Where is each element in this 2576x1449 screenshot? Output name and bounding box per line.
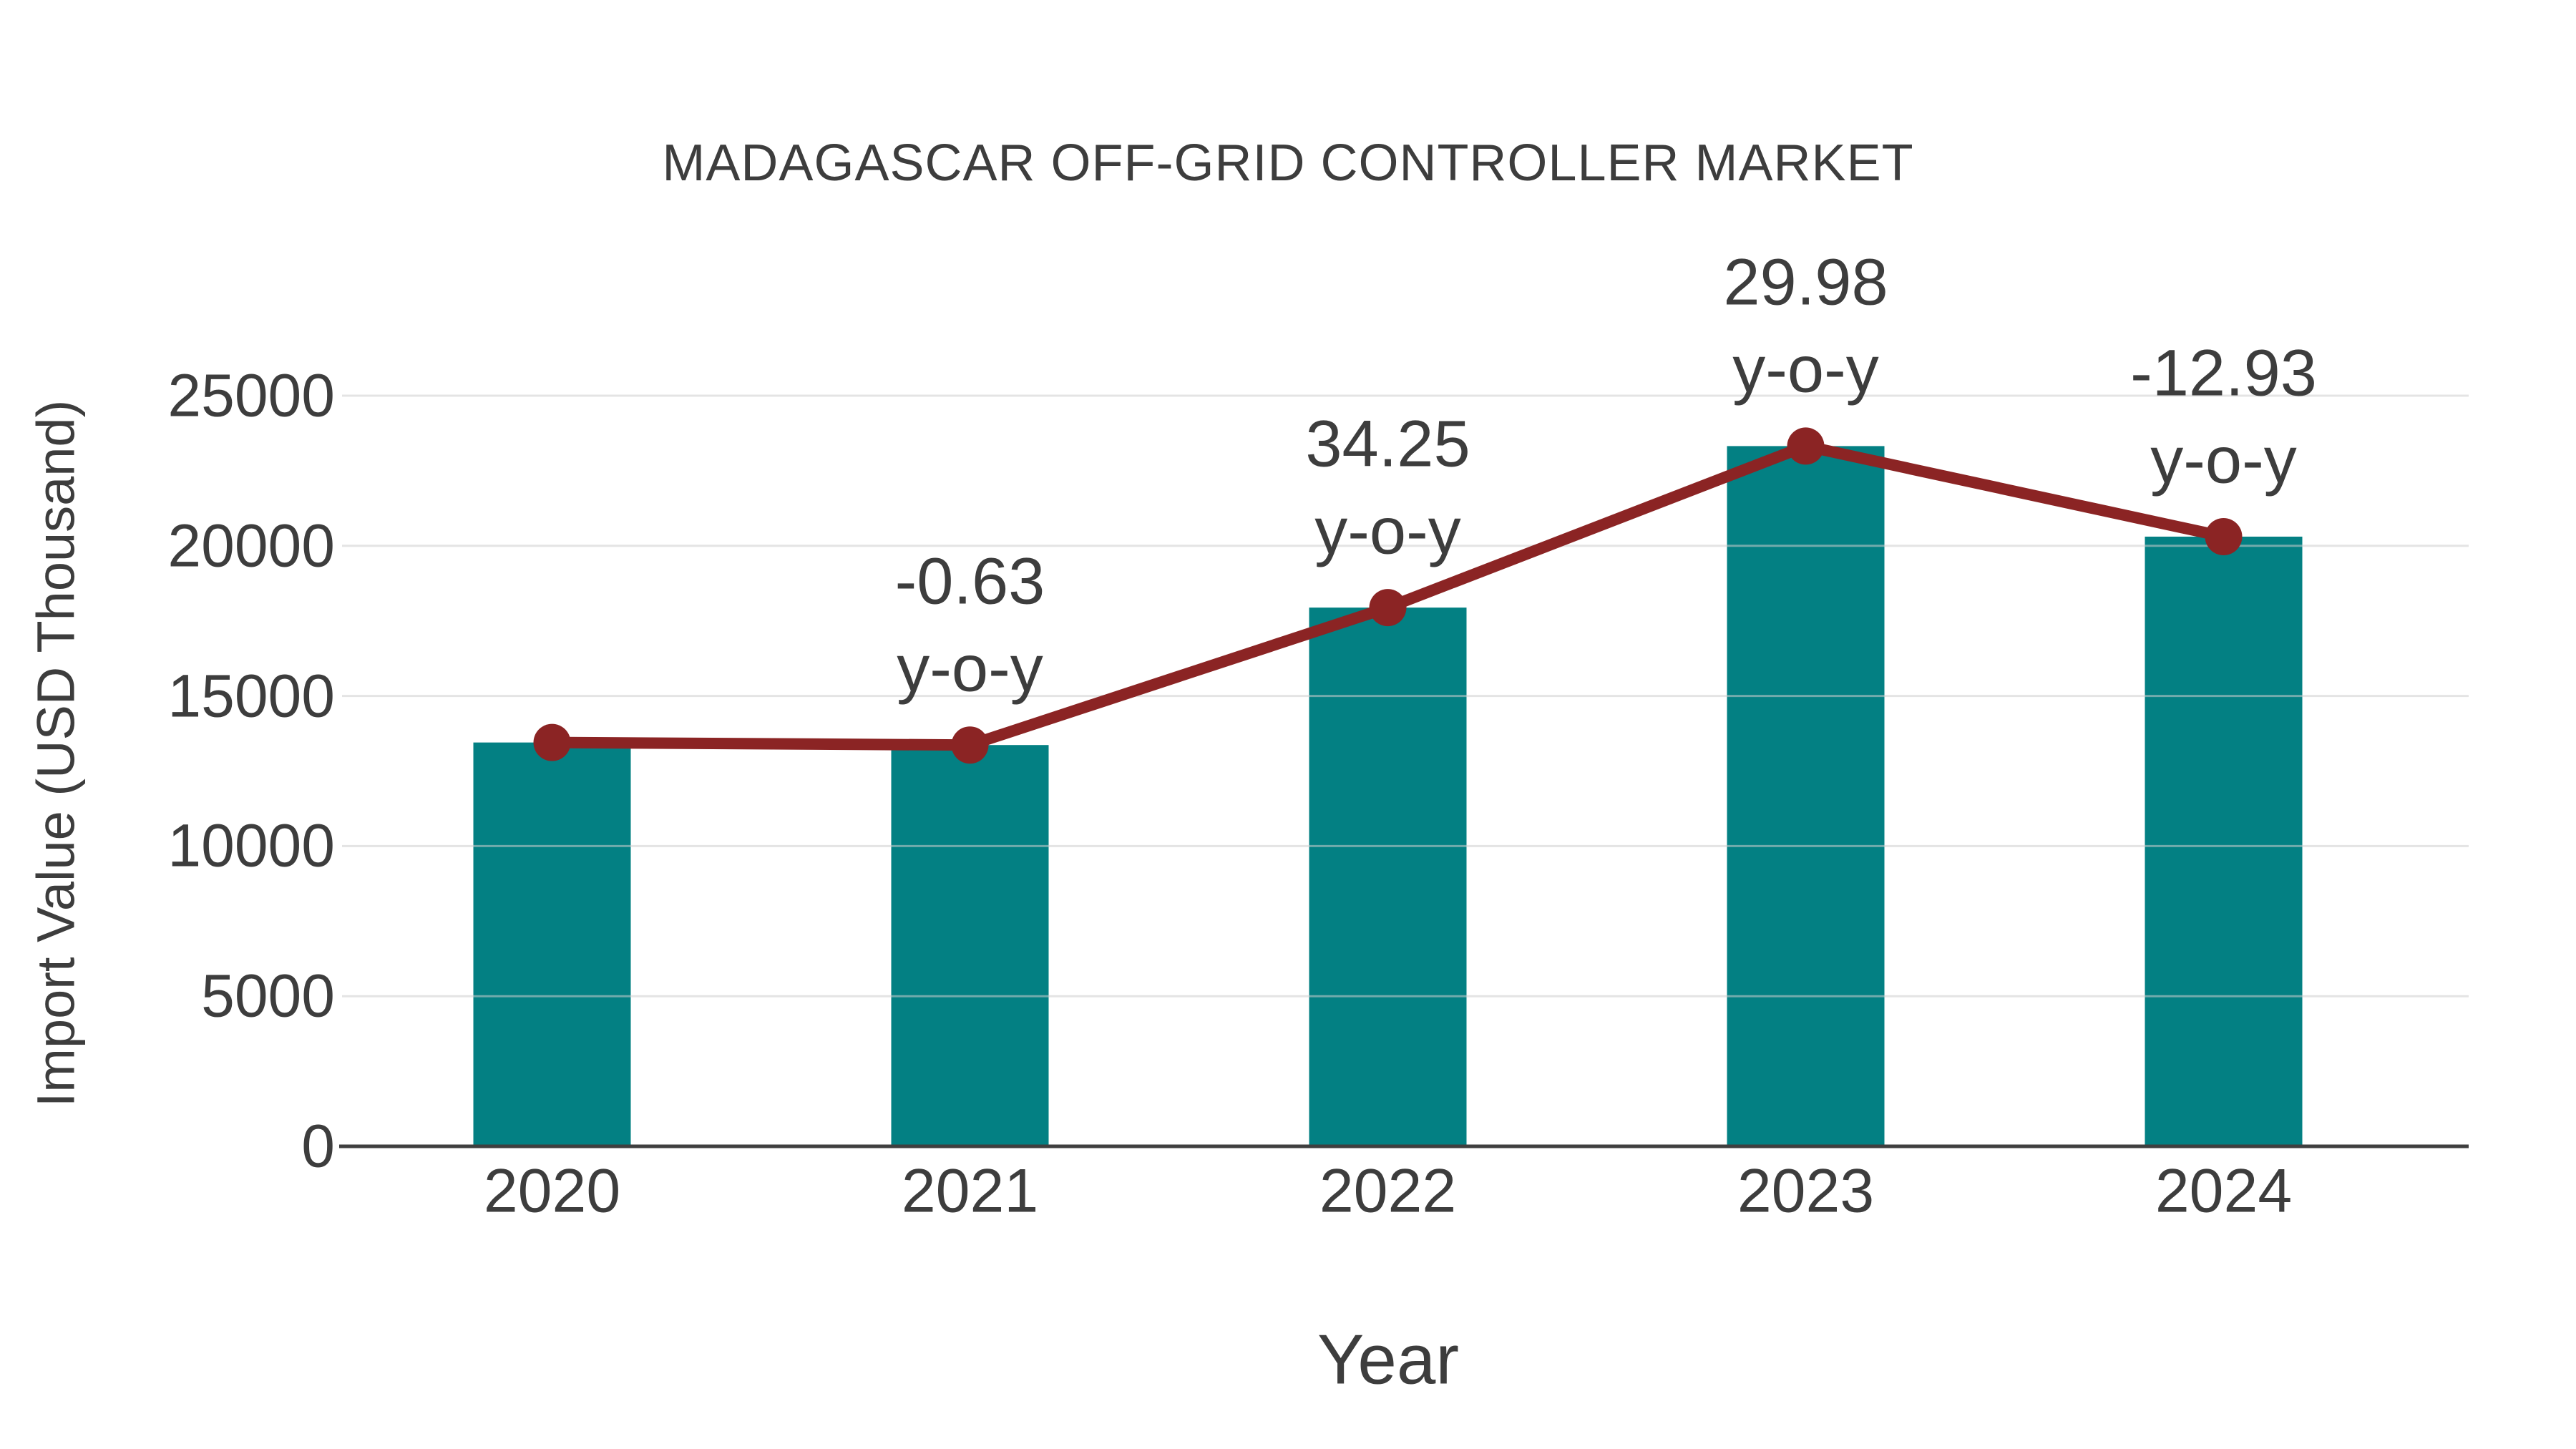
x-tick-label-2022: 2022: [1319, 1156, 1457, 1226]
bar-2020: [473, 742, 631, 1148]
annotation-value-2022: 34.25: [1305, 407, 1470, 481]
trend-marker-2023: [1787, 427, 1825, 465]
bars-layer: [473, 446, 2303, 1148]
y-tick-label-0: 0: [301, 1112, 335, 1180]
x-tick-label-2020: 2020: [483, 1156, 621, 1226]
bar-2022: [1309, 608, 1467, 1148]
annotation-value-2023: 29.98: [1723, 245, 1888, 319]
trend-marker-2022: [1369, 589, 1407, 627]
chart-title: MADAGASCAR OFF-GRID CONTROLLER MARKET: [662, 135, 1914, 192]
annotation-value-2021: -0.63: [894, 545, 1045, 618]
annotation-suffix-2022: y-o-y: [1314, 494, 1461, 568]
annotation-suffix-2024: y-o-y: [2150, 424, 2297, 497]
x-tick-label-2021: 2021: [901, 1156, 1039, 1226]
x-tick-label-2024: 2024: [2155, 1156, 2293, 1226]
trend-marker-2021: [951, 726, 989, 764]
y-tick-label-10000: 10000: [167, 811, 335, 879]
annotation-value-2024: -12.93: [2130, 336, 2317, 410]
y-tick-label-15000: 15000: [167, 662, 335, 730]
y-axis-title: Import Value (USD Thousand): [26, 399, 86, 1108]
bar-2023: [1727, 446, 1885, 1148]
bar-2021: [891, 745, 1049, 1148]
grid-layer: [342, 394, 2469, 997]
annotation-suffix-2021: y-o-y: [897, 632, 1043, 706]
trend-line-layer: [533, 427, 2243, 764]
trend-marker-2024: [2205, 517, 2243, 555]
trend-marker-2020: [533, 723, 571, 761]
x-tick-label-2023: 2023: [1737, 1156, 1875, 1226]
y-tick-label-25000: 25000: [167, 361, 335, 429]
x-axis-title: Year: [1317, 1319, 1460, 1399]
bar-2024: [2145, 536, 2303, 1148]
y-tick-label-20000: 20000: [167, 512, 335, 580]
annotation-suffix-2023: y-o-y: [1732, 333, 1879, 406]
y-tick-label-5000: 5000: [201, 962, 335, 1030]
